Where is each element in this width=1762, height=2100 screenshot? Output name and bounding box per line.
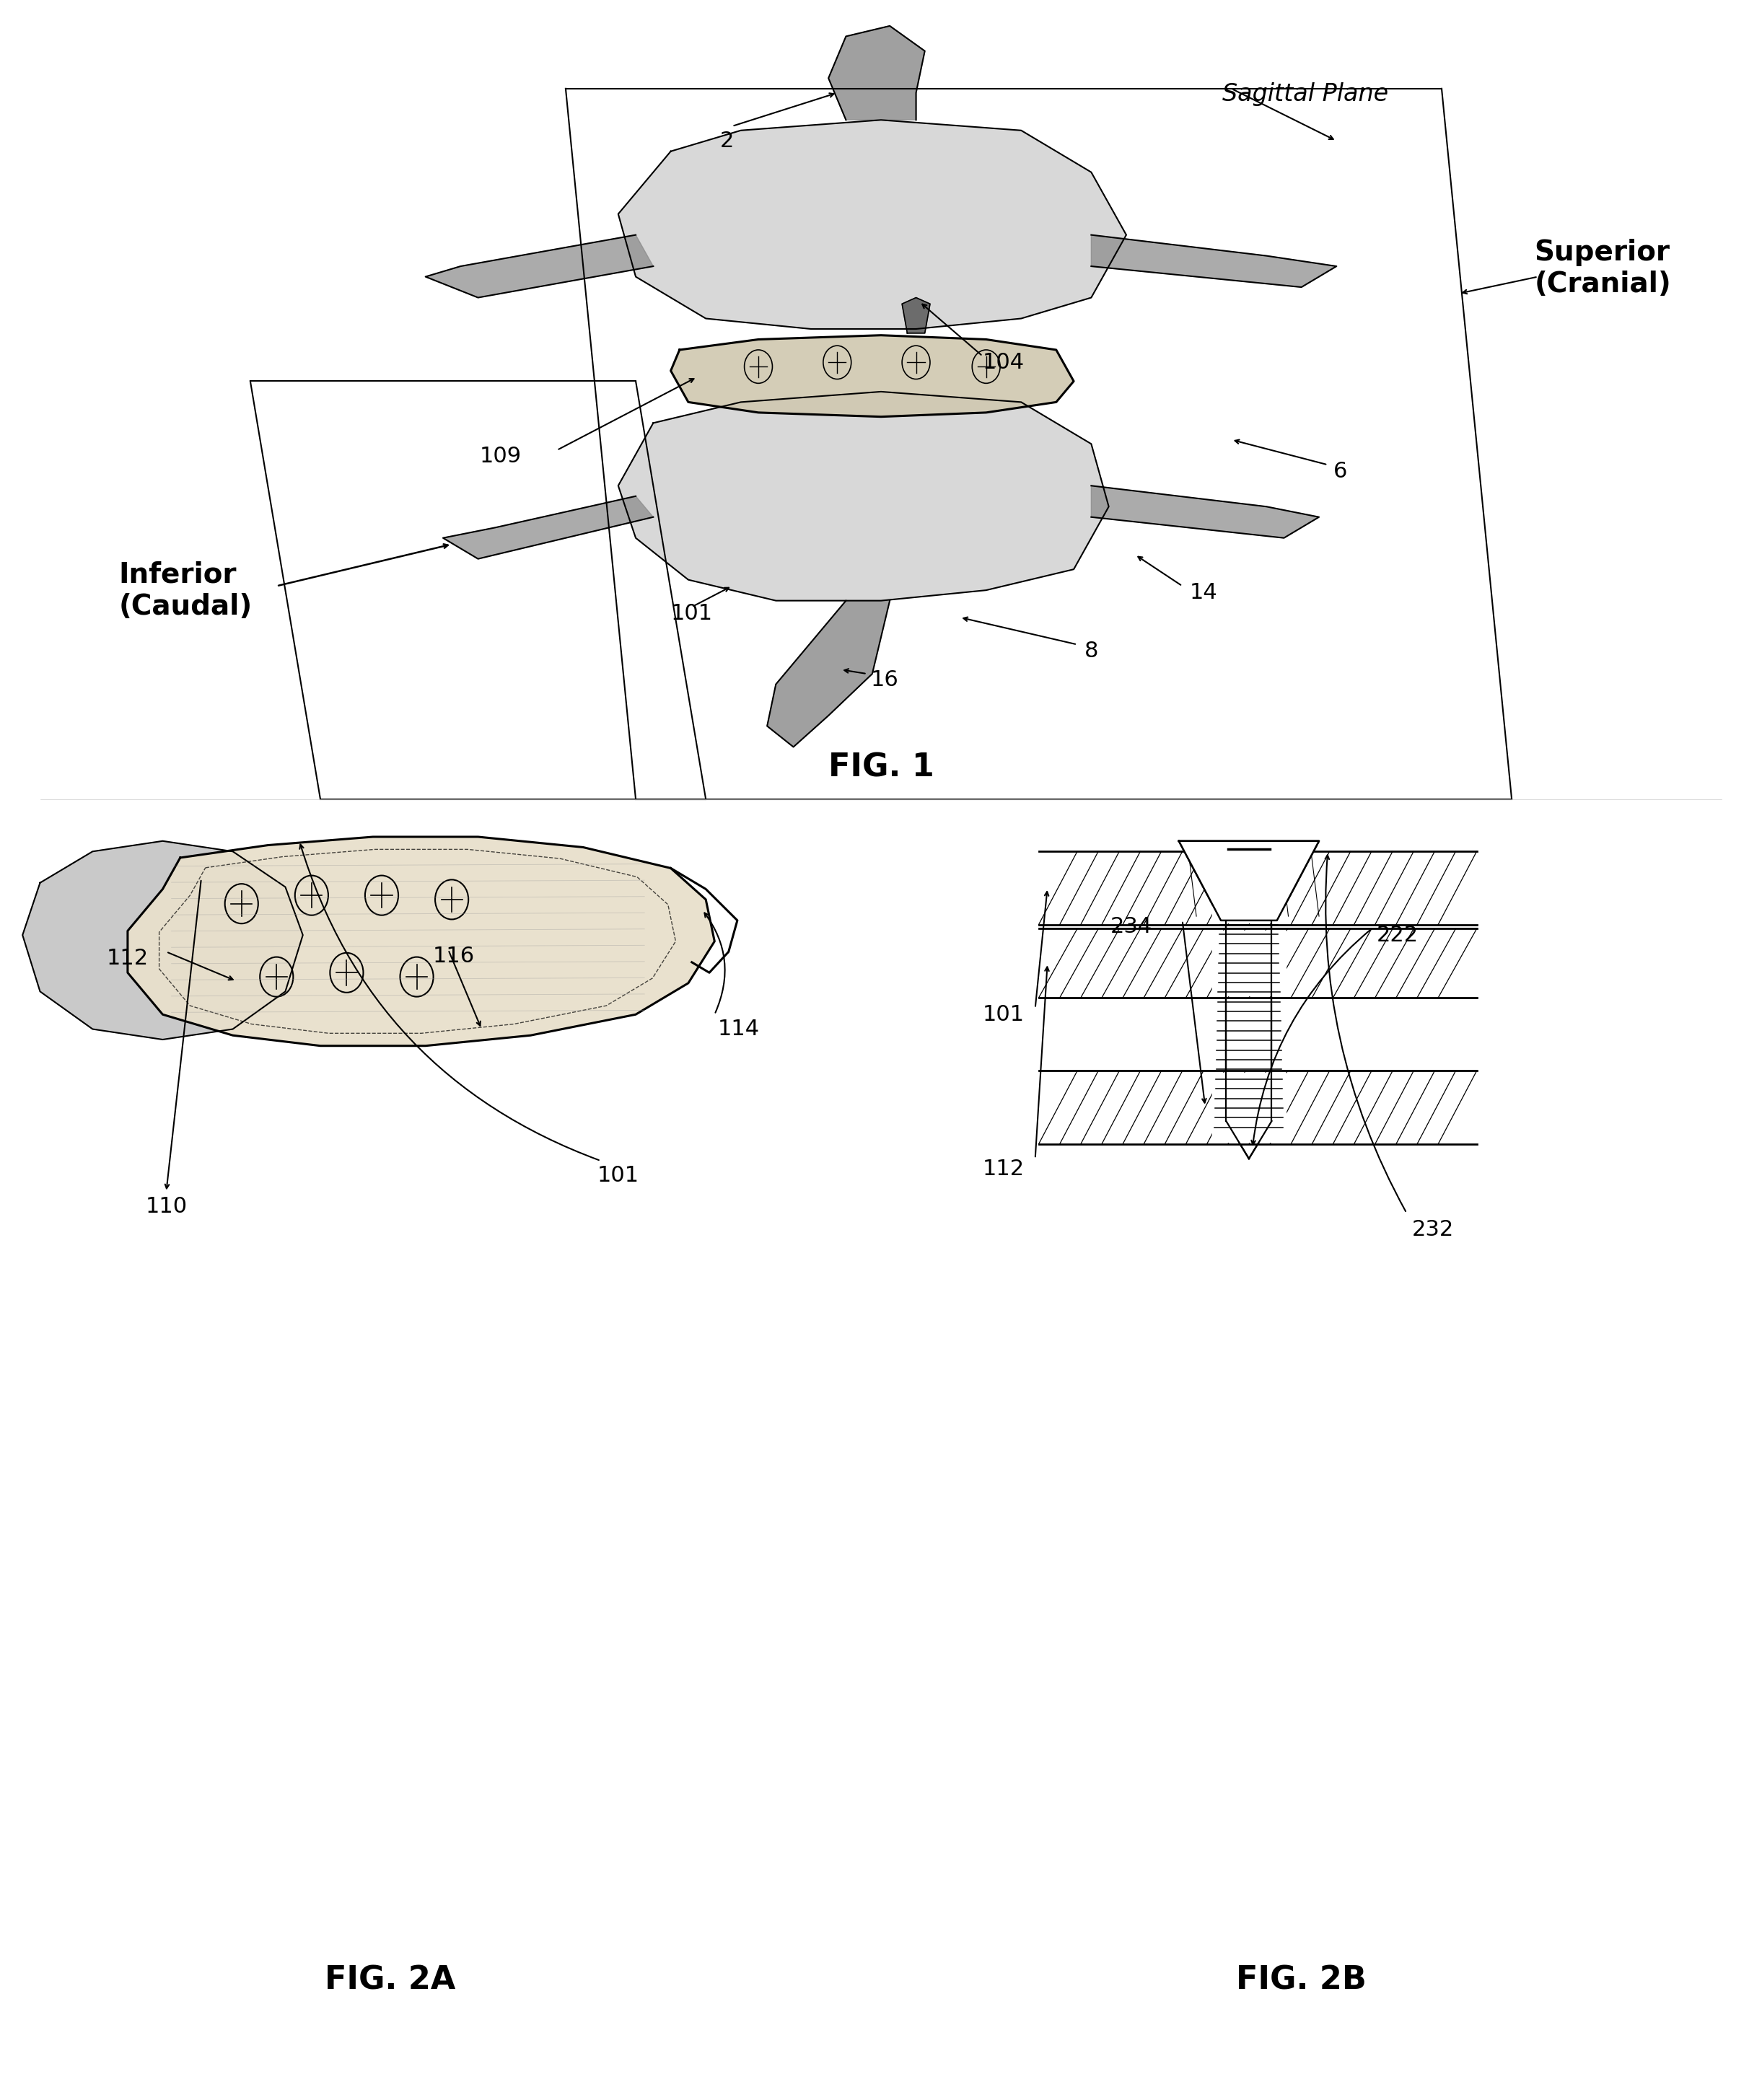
Polygon shape bbox=[1212, 1073, 1286, 1142]
Text: Inferior
(Caudal): Inferior (Caudal) bbox=[118, 561, 252, 620]
Text: Sagittal Plane: Sagittal Plane bbox=[1223, 82, 1388, 107]
Text: FIG. 2B: FIG. 2B bbox=[1237, 1964, 1367, 1995]
Text: 112: 112 bbox=[983, 1159, 1025, 1180]
Polygon shape bbox=[1091, 235, 1337, 288]
Text: 234: 234 bbox=[1110, 916, 1152, 937]
Polygon shape bbox=[766, 601, 890, 748]
Polygon shape bbox=[127, 836, 715, 1046]
Text: FIG. 2A: FIG. 2A bbox=[324, 1964, 456, 1995]
Polygon shape bbox=[902, 298, 930, 334]
Text: Superior
(Cranial): Superior (Cranial) bbox=[1535, 239, 1672, 298]
Text: 6: 6 bbox=[1334, 460, 1346, 481]
Polygon shape bbox=[1179, 840, 1320, 920]
Polygon shape bbox=[425, 235, 654, 298]
Text: FIG. 1: FIG. 1 bbox=[828, 752, 934, 783]
Polygon shape bbox=[1179, 840, 1320, 920]
Polygon shape bbox=[442, 496, 654, 559]
Polygon shape bbox=[618, 120, 1126, 330]
Text: 222: 222 bbox=[1376, 924, 1418, 945]
Text: 104: 104 bbox=[983, 353, 1024, 374]
Text: 101: 101 bbox=[671, 603, 712, 624]
Text: 101: 101 bbox=[983, 1004, 1025, 1025]
Polygon shape bbox=[671, 336, 1073, 416]
Polygon shape bbox=[1038, 851, 1477, 924]
Polygon shape bbox=[1091, 485, 1320, 538]
Text: 114: 114 bbox=[719, 1019, 759, 1040]
Polygon shape bbox=[618, 393, 1108, 601]
Text: 112: 112 bbox=[107, 947, 148, 968]
Polygon shape bbox=[828, 25, 925, 120]
Text: 109: 109 bbox=[479, 445, 522, 466]
Text: 2: 2 bbox=[721, 130, 733, 151]
Polygon shape bbox=[1038, 928, 1477, 998]
Text: 116: 116 bbox=[432, 945, 474, 966]
Text: 101: 101 bbox=[597, 1166, 640, 1186]
Text: 110: 110 bbox=[144, 1197, 187, 1218]
Polygon shape bbox=[1212, 930, 1286, 995]
Text: 16: 16 bbox=[870, 670, 899, 691]
Text: 232: 232 bbox=[1411, 1220, 1454, 1241]
Text: 14: 14 bbox=[1189, 582, 1218, 603]
Polygon shape bbox=[1212, 853, 1286, 922]
Polygon shape bbox=[1038, 1071, 1477, 1145]
Text: 8: 8 bbox=[1084, 641, 1098, 662]
Polygon shape bbox=[23, 840, 303, 1040]
